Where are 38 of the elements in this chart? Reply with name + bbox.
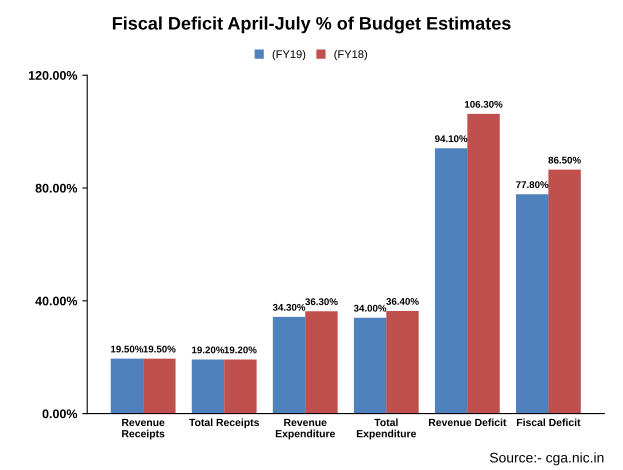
data-label: 86.50% xyxy=(548,156,581,164)
data-label: 34.00% xyxy=(354,304,386,312)
bar xyxy=(305,311,338,414)
data-label: 19.50% xyxy=(143,346,176,353)
x-tick-label: Fiscal Deficit xyxy=(516,418,580,426)
data-label: 19.20% xyxy=(224,346,257,354)
data-label: 77.80% xyxy=(516,181,548,188)
legend-label: (FY18) xyxy=(334,50,367,60)
x-tick-label: Total Expenditure xyxy=(356,418,416,440)
x-tick-label: Revenue Receipts xyxy=(122,418,164,440)
bar xyxy=(516,194,548,414)
x-tick-label: Revenue Expenditure xyxy=(276,418,335,440)
source-note: Source:- cga.nic.in xyxy=(490,452,604,466)
x-tick-label: Revenue Deficit xyxy=(428,418,506,426)
bar xyxy=(224,359,257,414)
legend-label: (FY19) xyxy=(272,50,306,60)
bar xyxy=(354,318,386,414)
y-tick-label: 0.00% xyxy=(42,409,78,418)
bar xyxy=(434,148,468,414)
data-label: 19.20% xyxy=(192,346,224,354)
data-label: 36.30% xyxy=(305,298,338,306)
bar xyxy=(386,310,419,414)
data-label: 34.30% xyxy=(272,304,306,311)
bar xyxy=(143,358,176,414)
data-label: 19.50% xyxy=(111,346,144,353)
data-label: 94.10% xyxy=(434,135,468,142)
chart-title: Fiscal Deficit April-July % of Budget Estimates xyxy=(112,16,511,34)
bar xyxy=(192,359,224,414)
x-tick-label: Total Receipts xyxy=(189,418,259,428)
bar xyxy=(272,316,306,414)
y-tick-label: 80.00% xyxy=(36,184,78,193)
y-tick-label: 120.00% xyxy=(28,71,78,80)
data-label: 106.30% xyxy=(464,100,502,108)
data-label: 36.40% xyxy=(386,298,419,305)
bar xyxy=(110,358,144,414)
bar xyxy=(467,114,500,414)
bar xyxy=(548,170,581,414)
y-tick-label: 40.00% xyxy=(35,296,78,306)
